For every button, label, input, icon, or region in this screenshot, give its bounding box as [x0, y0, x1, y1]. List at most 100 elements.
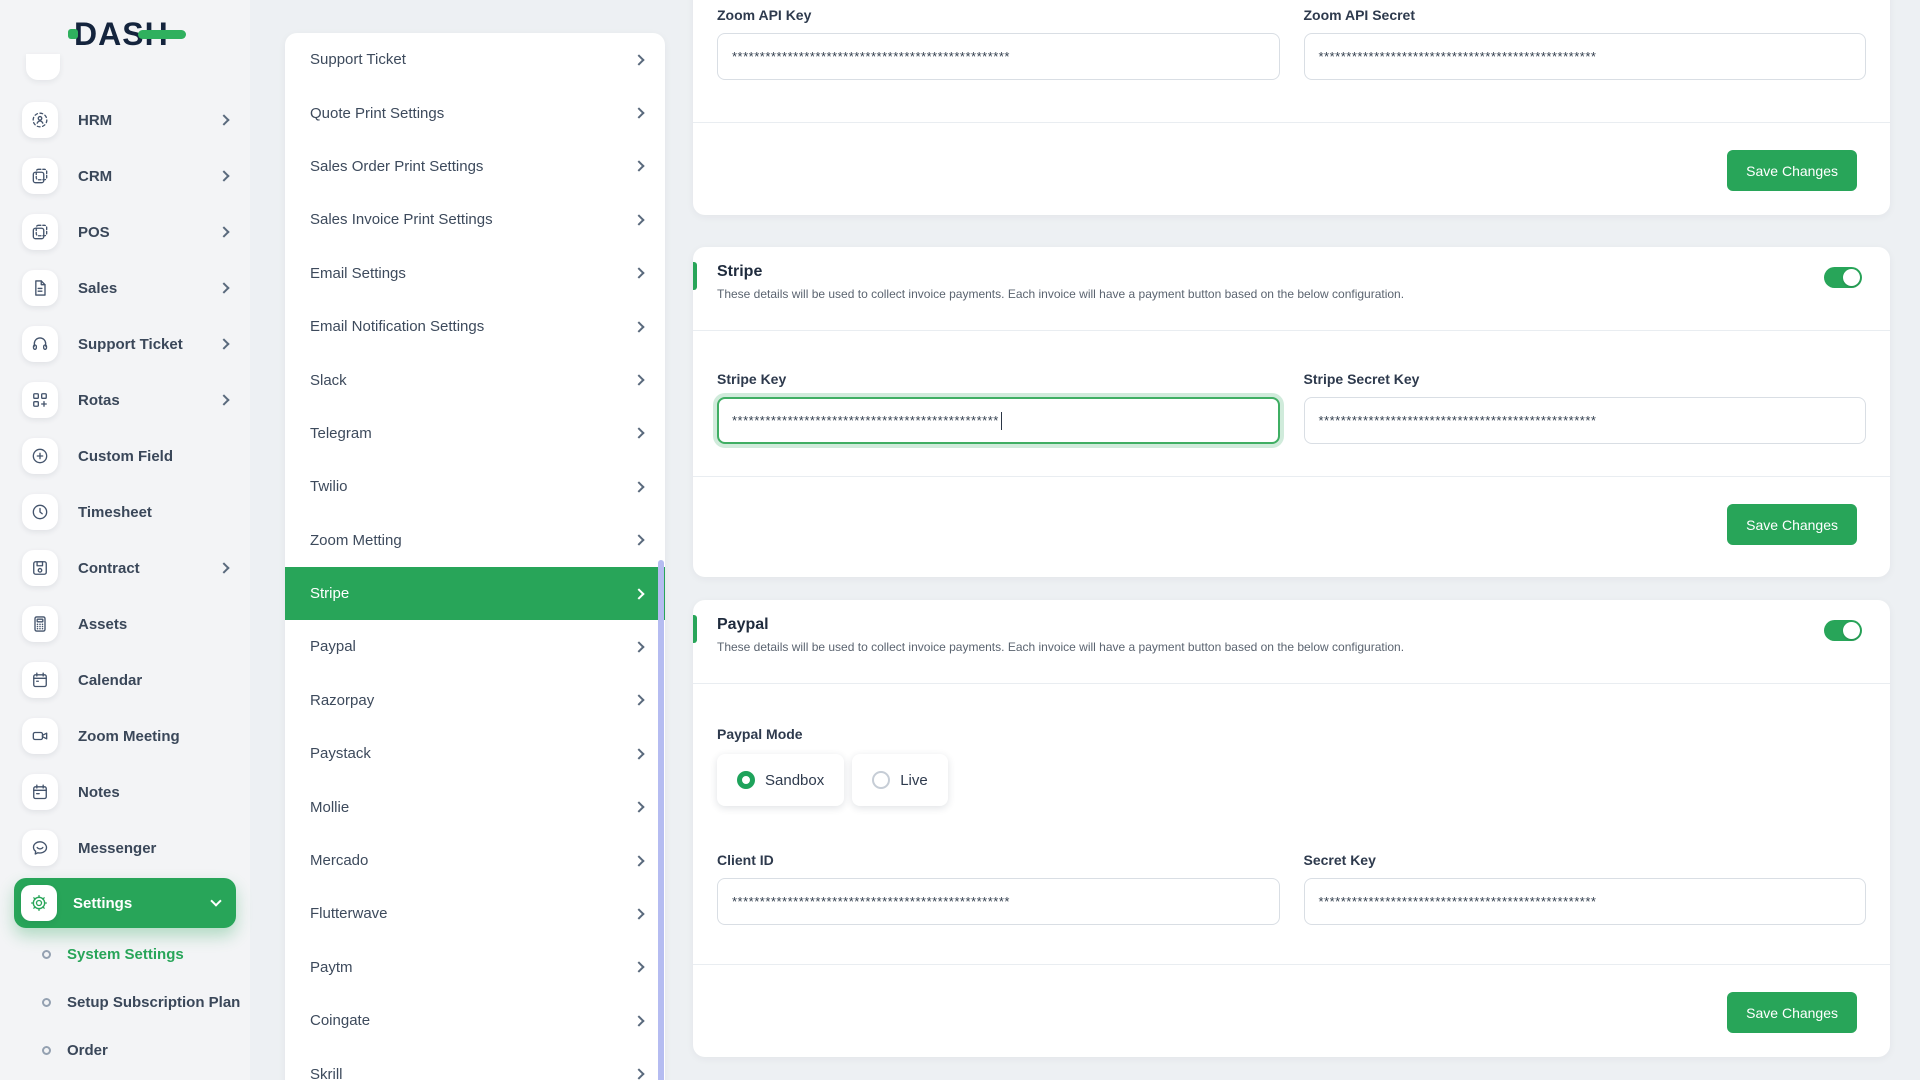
notes-icon: [22, 774, 58, 810]
settings-menu-item-slack[interactable]: Slack: [285, 353, 665, 406]
sidebar-item-settings[interactable]: Settings: [14, 878, 236, 928]
sidebar-subitem-label: System Settings: [67, 945, 184, 963]
logo-dot: [68, 29, 78, 39]
zoom-api-secret-input[interactable]: ****************************************…: [1303, 33, 1866, 80]
gear-icon: [21, 885, 57, 921]
field-label: Stripe Secret Key: [1303, 371, 1420, 387]
partial-icon-tile: [26, 54, 60, 80]
sidebar-item-sales[interactable]: Sales: [0, 260, 250, 316]
divider: [693, 683, 1890, 684]
sidebar-item-label: Sales: [78, 279, 118, 297]
sidebar-item-support-ticket[interactable]: Support Ticket: [0, 316, 250, 372]
settings-menu-item-mercado[interactable]: Mercado: [285, 834, 665, 887]
sidebar-item-zoom-meeting[interactable]: Zoom Meeting: [0, 708, 250, 764]
chevron-right-icon: [633, 107, 645, 119]
text-cursor-caret: [1000, 411, 1003, 430]
sidebar-item-contract[interactable]: Contract: [0, 540, 250, 596]
settings-menu-item-skrill[interactable]: Skrill: [285, 1047, 665, 1080]
masked-value: ****************************************…: [1318, 49, 1597, 64]
save-changes-button[interactable]: Save Changes: [1727, 992, 1857, 1033]
sidebar-item-pos[interactable]: POS: [0, 204, 250, 260]
settings-menu-item-razorpay[interactable]: Razorpay: [285, 674, 665, 727]
sidebar-subitem-order[interactable]: Order: [0, 1026, 250, 1074]
save-changes-button[interactable]: Save Changes: [1727, 504, 1857, 545]
settings-menu-item-paytm[interactable]: Paytm: [285, 941, 665, 994]
settings-menu-item-sales-invoice-print-settings[interactable]: Sales Invoice Print Settings: [285, 193, 665, 246]
section-description: These details will be used to collect in…: [717, 640, 1405, 654]
settings-menu-item-email-notification-settings[interactable]: Email Notification Settings: [285, 300, 665, 353]
paypal-mode-sandbox-option[interactable]: Sandbox: [717, 754, 845, 806]
paypal-mode-label: Paypal Mode: [717, 726, 803, 742]
stripe-key-input[interactable]: ****************************************…: [717, 397, 1280, 444]
field: Zoom API Key ***************************…: [717, 7, 1280, 80]
settings-menu-item-coingate[interactable]: Coingate: [285, 994, 665, 1047]
sidebar-item-assets[interactable]: Assets: [0, 596, 250, 652]
sidebar-subitem-system-settings[interactable]: System Settings: [0, 930, 250, 978]
settings-menu-item-stripe[interactable]: Stripe: [285, 566, 665, 621]
sidebar-item-label: POS: [78, 223, 110, 241]
settings-menu-item-email-settings[interactable]: Email Settings: [285, 247, 665, 300]
sidebar-item-rotas[interactable]: Rotas: [0, 372, 250, 428]
client-id-input[interactable]: ****************************************…: [717, 878, 1280, 925]
settings-menu-item-flutterwave[interactable]: Flutterwave: [285, 887, 665, 940]
chevron-right-icon: [633, 214, 645, 226]
field: Zoom API Secret ************************…: [1303, 7, 1866, 80]
toggle-knob: [1843, 622, 1860, 639]
settings-menu-item-quote-print-settings[interactable]: Quote Print Settings: [285, 86, 665, 139]
save-changes-button[interactable]: Save Changes: [1727, 150, 1857, 191]
field-label: Secret Key: [1303, 852, 1376, 868]
sidebar-item-label: Messenger: [78, 839, 157, 857]
sandbox-radio[interactable]: [737, 771, 755, 789]
masked-value: ****************************************…: [1318, 413, 1597, 428]
paypal-mode-live-option[interactable]: Live: [852, 754, 948, 806]
sidebar-item-label: Rotas: [78, 391, 120, 409]
section-accent-bar: [693, 615, 697, 643]
divider: [693, 122, 1890, 123]
sidebar-item-hrm[interactable]: HRM: [0, 92, 250, 148]
menu-item-label: Paystack: [310, 745, 371, 763]
chevron-right-icon: [633, 374, 645, 386]
live-radio[interactable]: [872, 771, 891, 789]
sidebar-item-messenger[interactable]: Messenger: [0, 820, 250, 876]
sidebar-item-label: Notes: [78, 783, 120, 801]
sidebar-item-label: Timesheet: [78, 503, 152, 521]
sidebar-subitem-setup-subscription-plan[interactable]: Setup Subscription Plan: [0, 978, 250, 1026]
sidebar-item-label: Custom Field: [78, 447, 174, 465]
paypal-toggle[interactable]: [1824, 620, 1862, 641]
stripe-secret-key-input[interactable]: ****************************************…: [1303, 397, 1866, 444]
settings-menu-item-paystack[interactable]: Paystack: [285, 727, 665, 780]
menu-item-label: Twilio: [310, 478, 348, 496]
dash-logo[interactable]: DASH: [68, 16, 186, 54]
settings-menu-item-mollie[interactable]: Mollie: [285, 780, 665, 833]
sidebar-item-label: Contract: [78, 559, 140, 577]
settings-menu-item-twilio[interactable]: Twilio: [285, 460, 665, 513]
sidebar-item-timesheet[interactable]: Timesheet: [0, 484, 250, 540]
zoom-api-key-input[interactable]: ****************************************…: [717, 33, 1280, 80]
chevron-right-icon: [218, 282, 230, 294]
settings-menu-item-zoom-metting[interactable]: Zoom Metting: [285, 514, 665, 567]
field: Client ID ******************************…: [717, 852, 1280, 925]
toggle-knob: [1843, 269, 1860, 286]
sidebar-item-label: HRM: [78, 111, 113, 129]
bullet-icon: [42, 997, 51, 1007]
settings-menu-item-telegram[interactable]: Telegram: [285, 407, 665, 460]
chevron-right-icon: [218, 170, 230, 182]
field: Stripe Key *****************************…: [717, 371, 1280, 444]
contract-icon: [22, 550, 58, 586]
sidebar-item-custom-field[interactable]: Custom Field: [0, 428, 250, 484]
secret-key-input[interactable]: ****************************************…: [1303, 878, 1866, 925]
sidebar-item-crm[interactable]: CRM: [0, 148, 250, 204]
logo-bar: [138, 30, 186, 39]
menu-item-label: Email Settings: [310, 264, 406, 282]
sidebar-item-notes[interactable]: Notes: [0, 764, 250, 820]
settings-menu-item-sales-order-print-settings[interactable]: Sales Order Print Settings: [285, 140, 665, 193]
custom-field-icon: [22, 438, 58, 474]
masked-value: ****************************************…: [732, 49, 1010, 64]
menu-scrollbar-thumb[interactable]: [658, 560, 664, 1080]
sidebar-item-calendar[interactable]: Calendar: [0, 652, 250, 708]
menu-item-label: Paypal: [310, 638, 356, 656]
chevron-right-icon: [633, 534, 645, 546]
settings-menu-item-support-ticket[interactable]: Support Ticket: [285, 33, 665, 86]
stripe-toggle[interactable]: [1824, 267, 1862, 288]
settings-menu-item-paypal[interactable]: Paypal: [285, 620, 665, 673]
